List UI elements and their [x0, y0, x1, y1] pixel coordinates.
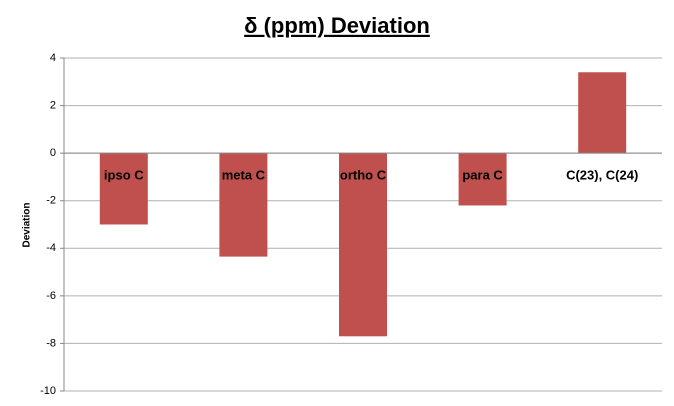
- x-tick-label: C(23), C(24): [566, 168, 638, 183]
- chart-title: δ (ppm) Deviation: [244, 13, 430, 38]
- bar: [458, 153, 507, 206]
- x-tick-label: ortho C: [340, 168, 387, 183]
- bar: [99, 153, 148, 225]
- y-tick-label: 0: [50, 147, 56, 159]
- y-tick-label: -6: [46, 290, 56, 302]
- y-tick-label: 2: [50, 99, 56, 111]
- x-tick-label: meta C: [222, 168, 266, 183]
- y-tick-label: 4: [50, 52, 56, 64]
- y-axis-label: Deviation: [22, 202, 33, 247]
- y-tick-label: -8: [46, 337, 56, 349]
- bar: [578, 72, 627, 154]
- y-tick-label: -2: [46, 195, 56, 207]
- x-tick-label: ipso C: [104, 168, 144, 183]
- bar: [339, 153, 387, 337]
- y-tick-label: -10: [40, 385, 56, 397]
- bar: [219, 153, 268, 257]
- y-tick-label: -4: [46, 242, 56, 254]
- x-tick-label: para C: [462, 168, 503, 183]
